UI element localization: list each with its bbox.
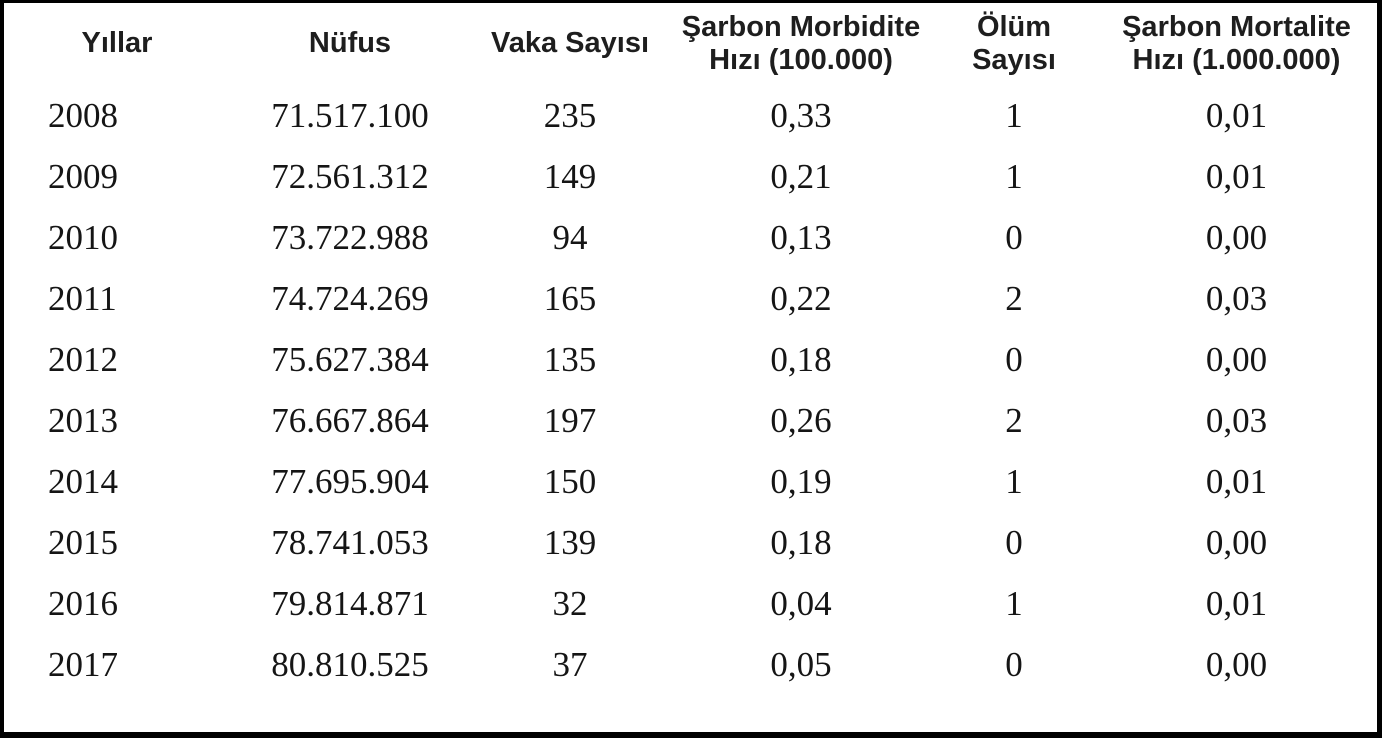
column-header-morbidity-rate-line1: Şarbon Morbidite <box>681 10 921 43</box>
cell-morbidity-rate: 0,18 <box>770 339 832 379</box>
column-header-death-count: Ölüm Sayısı <box>972 10 1056 76</box>
cell-morbidity-rate: 0,21 <box>770 156 832 196</box>
cell-year: 2015 <box>48 522 118 562</box>
column-header-morbidity-rate-line2: Hızı (100.000) <box>709 44 893 76</box>
table-row-2009: 2009 72.561.312 149 0,21 1 0,01 <box>4 146 1377 207</box>
cell-deaths: 0 <box>1005 522 1023 562</box>
column-header-mortality-rate-line1: Şarbon Mortalite <box>1122 10 1351 43</box>
cell-morbidity-rate: 0,22 <box>770 278 832 318</box>
cell-mortality-rate: 0,01 <box>1205 583 1268 623</box>
cell-cases: 197 <box>543 400 597 440</box>
cell-morbidity-rate: 0,05 <box>770 644 832 684</box>
cell-cases: 94 <box>552 217 588 257</box>
cell-morbidity-rate: 0,26 <box>770 400 832 440</box>
cell-cases: 32 <box>552 583 588 623</box>
table-row-2015: 2015 78.741.053 139 0,18 0 0,00 <box>4 512 1377 573</box>
table-row-2010: 2010 73.722.988 94 0,13 0 0,00 <box>4 207 1377 268</box>
cell-mortality-rate: 0,01 <box>1205 95 1268 135</box>
cell-population: 77.695.904 <box>271 461 429 501</box>
cell-deaths: 2 <box>1005 400 1023 440</box>
cell-year: 2009 <box>48 156 118 196</box>
cell-population: 73.722.988 <box>271 217 429 257</box>
cell-morbidity-rate: 0,13 <box>770 217 832 257</box>
cell-morbidity-rate: 0,33 <box>770 95 832 135</box>
cell-year: 2014 <box>48 461 118 501</box>
cell-cases: 165 <box>543 278 597 318</box>
table-row-2008: 2008 71.517.100 235 0,33 1 0,01 <box>4 85 1377 146</box>
cell-cases: 37 <box>552 644 588 684</box>
column-header-mortality-rate: Şarbon Mortalite Hızı (1.000.000) <box>1096 3 1377 85</box>
cell-cases: 150 <box>543 461 597 501</box>
header-row: Yıllar Nüfus Vaka Sayısı Şarbon Morbidit… <box>4 3 1377 85</box>
column-header-mortality-rate-line2: Hızı (1.000.000) <box>1132 44 1341 76</box>
cell-year: 2016 <box>48 583 118 623</box>
cell-deaths: 0 <box>1005 217 1023 257</box>
table-row-2014: 2014 77.695.904 150 0,19 1 0,01 <box>4 451 1377 512</box>
cell-population: 79.814.871 <box>271 583 429 623</box>
cell-morbidity-rate: 0,19 <box>770 461 832 501</box>
table-row-2017: 2017 80.810.525 37 0,05 0 0,00 <box>4 634 1377 695</box>
table-row-2012: 2012 75.627.384 135 0,18 0 0,00 <box>4 329 1377 390</box>
cell-deaths: 1 <box>1005 583 1023 623</box>
cell-deaths: 0 <box>1005 339 1023 379</box>
cell-mortality-rate: 0,00 <box>1205 217 1268 257</box>
cell-year: 2008 <box>48 95 118 135</box>
cell-year: 2011 <box>48 278 117 318</box>
cell-population: 76.667.864 <box>271 400 429 440</box>
column-header-years: Yıllar <box>81 27 153 60</box>
anthrax-statistics-table: Yıllar Nüfus Vaka Sayısı Şarbon Morbidit… <box>4 3 1377 695</box>
cell-cases: 235 <box>543 95 597 135</box>
cell-deaths: 1 <box>1005 461 1023 501</box>
column-header-population: Nüfus <box>308 27 392 60</box>
cell-population: 72.561.312 <box>271 156 429 196</box>
cell-mortality-rate: 0,01 <box>1205 461 1268 501</box>
cell-year: 2010 <box>48 217 118 257</box>
table-row-2016: 2016 79.814.871 32 0,04 1 0,01 <box>4 573 1377 634</box>
cell-deaths: 2 <box>1005 278 1023 318</box>
cell-mortality-rate: 0,01 <box>1205 156 1268 196</box>
cell-mortality-rate: 0,03 <box>1205 278 1268 318</box>
cell-mortality-rate: 0,00 <box>1205 339 1268 379</box>
cell-year: 2017 <box>48 644 118 684</box>
cell-cases: 149 <box>543 156 597 196</box>
table-row-2013: 2013 76.667.864 197 0,26 2 0,03 <box>4 390 1377 451</box>
table-body: 2008 71.517.100 235 0,33 1 0,01 2009 72.… <box>4 85 1377 695</box>
cell-mortality-rate: 0,00 <box>1205 522 1268 562</box>
cell-morbidity-rate: 0,18 <box>770 522 832 562</box>
cell-cases: 139 <box>543 522 597 562</box>
cell-population: 80.810.525 <box>271 644 429 684</box>
table-row-2011: 2011 74.724.269 165 0,22 2 0,03 <box>4 268 1377 329</box>
cell-mortality-rate: 0,00 <box>1205 644 1268 684</box>
cell-cases: 135 <box>543 339 597 379</box>
cell-morbidity-rate: 0,04 <box>770 583 832 623</box>
cell-population: 71.517.100 <box>271 95 429 135</box>
cell-year: 2013 <box>48 400 118 440</box>
table-header: Yıllar Nüfus Vaka Sayısı Şarbon Morbidit… <box>4 3 1377 85</box>
cell-population: 78.741.053 <box>271 522 429 562</box>
cell-deaths: 0 <box>1005 644 1023 684</box>
cell-mortality-rate: 0,03 <box>1205 400 1268 440</box>
cell-deaths: 1 <box>1005 95 1023 135</box>
cell-deaths: 1 <box>1005 156 1023 196</box>
cell-population: 74.724.269 <box>271 278 429 318</box>
column-header-morbidity-rate: Şarbon Morbidite Hızı (100.000) <box>670 3 932 85</box>
cell-population: 75.627.384 <box>271 339 429 379</box>
column-header-case-count: Vaka Sayısı <box>490 27 650 60</box>
cell-year: 2012 <box>48 339 118 379</box>
